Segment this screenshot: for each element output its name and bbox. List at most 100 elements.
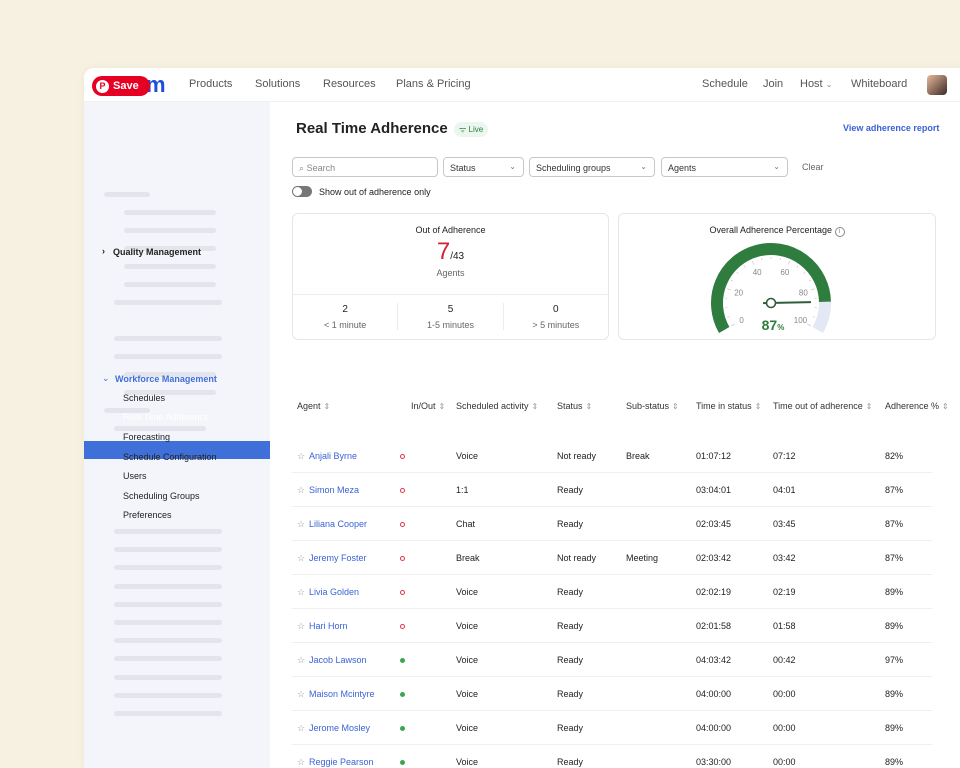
sidebar-placeholder <box>114 354 222 359</box>
sort-icon[interactable]: ⇕ <box>672 402 679 411</box>
status-dropdown[interactable]: Status⌄ <box>443 157 524 177</box>
sort-icon[interactable]: ⇕ <box>755 402 762 411</box>
sort-icon[interactable]: ⇕ <box>866 402 873 411</box>
sort-icon[interactable]: ⇕ <box>439 402 446 411</box>
cell: 00:42 <box>773 655 796 665</box>
star-icon[interactable]: ☆ <box>297 519 305 530</box>
column-header[interactable]: Scheduled activity⇕ <box>456 401 538 411</box>
sidebar-placeholder <box>114 711 222 716</box>
column-header[interactable]: Sub-status⇕ <box>626 401 679 411</box>
bucket-label: < 1 minute <box>293 320 397 330</box>
star-icon[interactable]: ☆ <box>297 757 305 768</box>
column-header[interactable]: Agent⇕ <box>297 401 330 411</box>
agent-name-link[interactable]: Simon Meza <box>309 485 359 495</box>
cell: Voice <box>456 587 478 597</box>
nav-schedule[interactable]: Schedule <box>702 78 748 90</box>
cell: 03:04:01 <box>696 485 731 495</box>
column-header[interactable]: Time in status⇕ <box>696 401 761 411</box>
gauge-tick <box>813 317 815 318</box>
avatar[interactable] <box>927 75 947 95</box>
view-adherence-report-link[interactable]: View adherence report <box>843 123 939 133</box>
nav-host[interactable]: Host ⌄ <box>800 78 832 90</box>
nav-resources[interactable]: Resources <box>323 78 376 90</box>
agent-name-link[interactable]: Liliana Cooper <box>309 519 367 529</box>
agent-name-link[interactable]: Jerome Mosley <box>309 723 370 733</box>
sort-icon[interactable]: ⇕ <box>324 402 331 411</box>
sidebar-item-forecasting[interactable]: Forecasting <box>123 432 170 442</box>
sidebar-item-schedule-configuration[interactable]: Schedule Configuration <box>123 452 217 462</box>
cell: 01:07:12 <box>696 451 731 461</box>
agent-name-link[interactable]: Maison Mcintyre <box>309 689 375 699</box>
sidebar-placeholder <box>114 675 222 680</box>
nav-solutions[interactable]: Solutions <box>255 78 300 90</box>
header-label: In/Out <box>411 401 436 411</box>
star-icon[interactable]: ☆ <box>297 485 305 496</box>
gauge-tick <box>809 280 811 281</box>
agent-name-link[interactable]: Anjali Byrne <box>309 451 357 461</box>
gauge-tick <box>744 266 745 268</box>
out-adherence-dot <box>400 522 405 527</box>
cell: 07:12 <box>773 451 796 461</box>
column-header[interactable]: Time out of adherence⇕ <box>773 401 872 411</box>
agent-name-link[interactable]: Jacob Lawson <box>309 655 367 665</box>
star-icon[interactable]: ☆ <box>297 553 305 564</box>
cell: Not ready <box>557 451 596 461</box>
column-header[interactable]: In/Out⇕ <box>411 401 445 411</box>
header-label: Scheduled activity <box>456 401 529 411</box>
sidebar: › Quality Management ⌄ Workforce Managem… <box>84 102 270 768</box>
sidebar-placeholder <box>114 547 222 552</box>
star-icon[interactable]: ☆ <box>297 621 305 632</box>
agents-dropdown[interactable]: Agents⌄ <box>661 157 788 177</box>
out-adherence-dot <box>400 590 405 595</box>
star-icon[interactable]: ☆ <box>297 587 305 598</box>
bucket-gt5: 0> 5 minutes <box>504 295 608 330</box>
nav-whiteboard[interactable]: Whiteboard <box>851 78 907 90</box>
nav-join[interactable]: Join <box>763 78 783 90</box>
gauge-tick <box>727 317 729 318</box>
agent-name-link[interactable]: Jeremy Foster <box>309 553 367 563</box>
sidebar-item-real-time-adherence[interactable]: Real Time Adherence <box>123 412 209 422</box>
column-header[interactable]: Adherence %⇕ <box>885 401 949 411</box>
sort-icon[interactable]: ⇕ <box>586 402 593 411</box>
gauge-remainder <box>818 302 825 330</box>
star-icon[interactable]: ☆ <box>297 689 305 700</box>
gauge-tick <box>807 324 810 326</box>
bucket-lt1: 2< 1 minute <box>293 295 397 330</box>
sort-icon[interactable]: ⇕ <box>942 402 949 411</box>
column-header[interactable]: Status⇕ <box>557 401 592 411</box>
agent-name-link[interactable]: Hari Horn <box>309 621 348 631</box>
sidebar-item-scheduling-groups[interactable]: Scheduling Groups <box>123 491 200 501</box>
toggle-label: Show out of adherence only <box>319 187 431 197</box>
out-of-adherence-toggle[interactable] <box>292 186 312 197</box>
nav-plans-pricing[interactable]: Plans & Pricing <box>396 78 471 90</box>
sidebar-item-quality-management[interactable]: Quality Management <box>113 247 201 257</box>
sidebar-item-workforce-management[interactable]: Workforce Management <box>115 374 217 384</box>
search-input[interactable]: ⌕ Search <box>292 157 438 177</box>
star-icon[interactable]: ☆ <box>297 723 305 734</box>
sidebar-item-schedules[interactable]: Schedules <box>123 393 165 403</box>
wifi-icon: ᯤ <box>459 125 466 134</box>
agent-name-link[interactable]: Livia Golden <box>309 587 359 597</box>
clear-button[interactable]: Clear <box>802 162 824 172</box>
sidebar-item-users[interactable]: Users <box>123 471 147 481</box>
star-icon[interactable]: ☆ <box>297 451 305 462</box>
nav-products[interactable]: Products <box>189 78 232 90</box>
sidebar-placeholder <box>114 529 222 534</box>
agent-name-link[interactable]: Reggie Pearson <box>309 757 374 767</box>
scheduling-groups-dropdown[interactable]: Scheduling groups⌄ <box>529 157 655 177</box>
sort-icon[interactable]: ⇕ <box>532 402 539 411</box>
sidebar-placeholder <box>114 565 222 570</box>
star-icon[interactable]: ☆ <box>297 655 305 666</box>
sidebar-item-preferences[interactable]: Preferences <box>123 510 172 520</box>
